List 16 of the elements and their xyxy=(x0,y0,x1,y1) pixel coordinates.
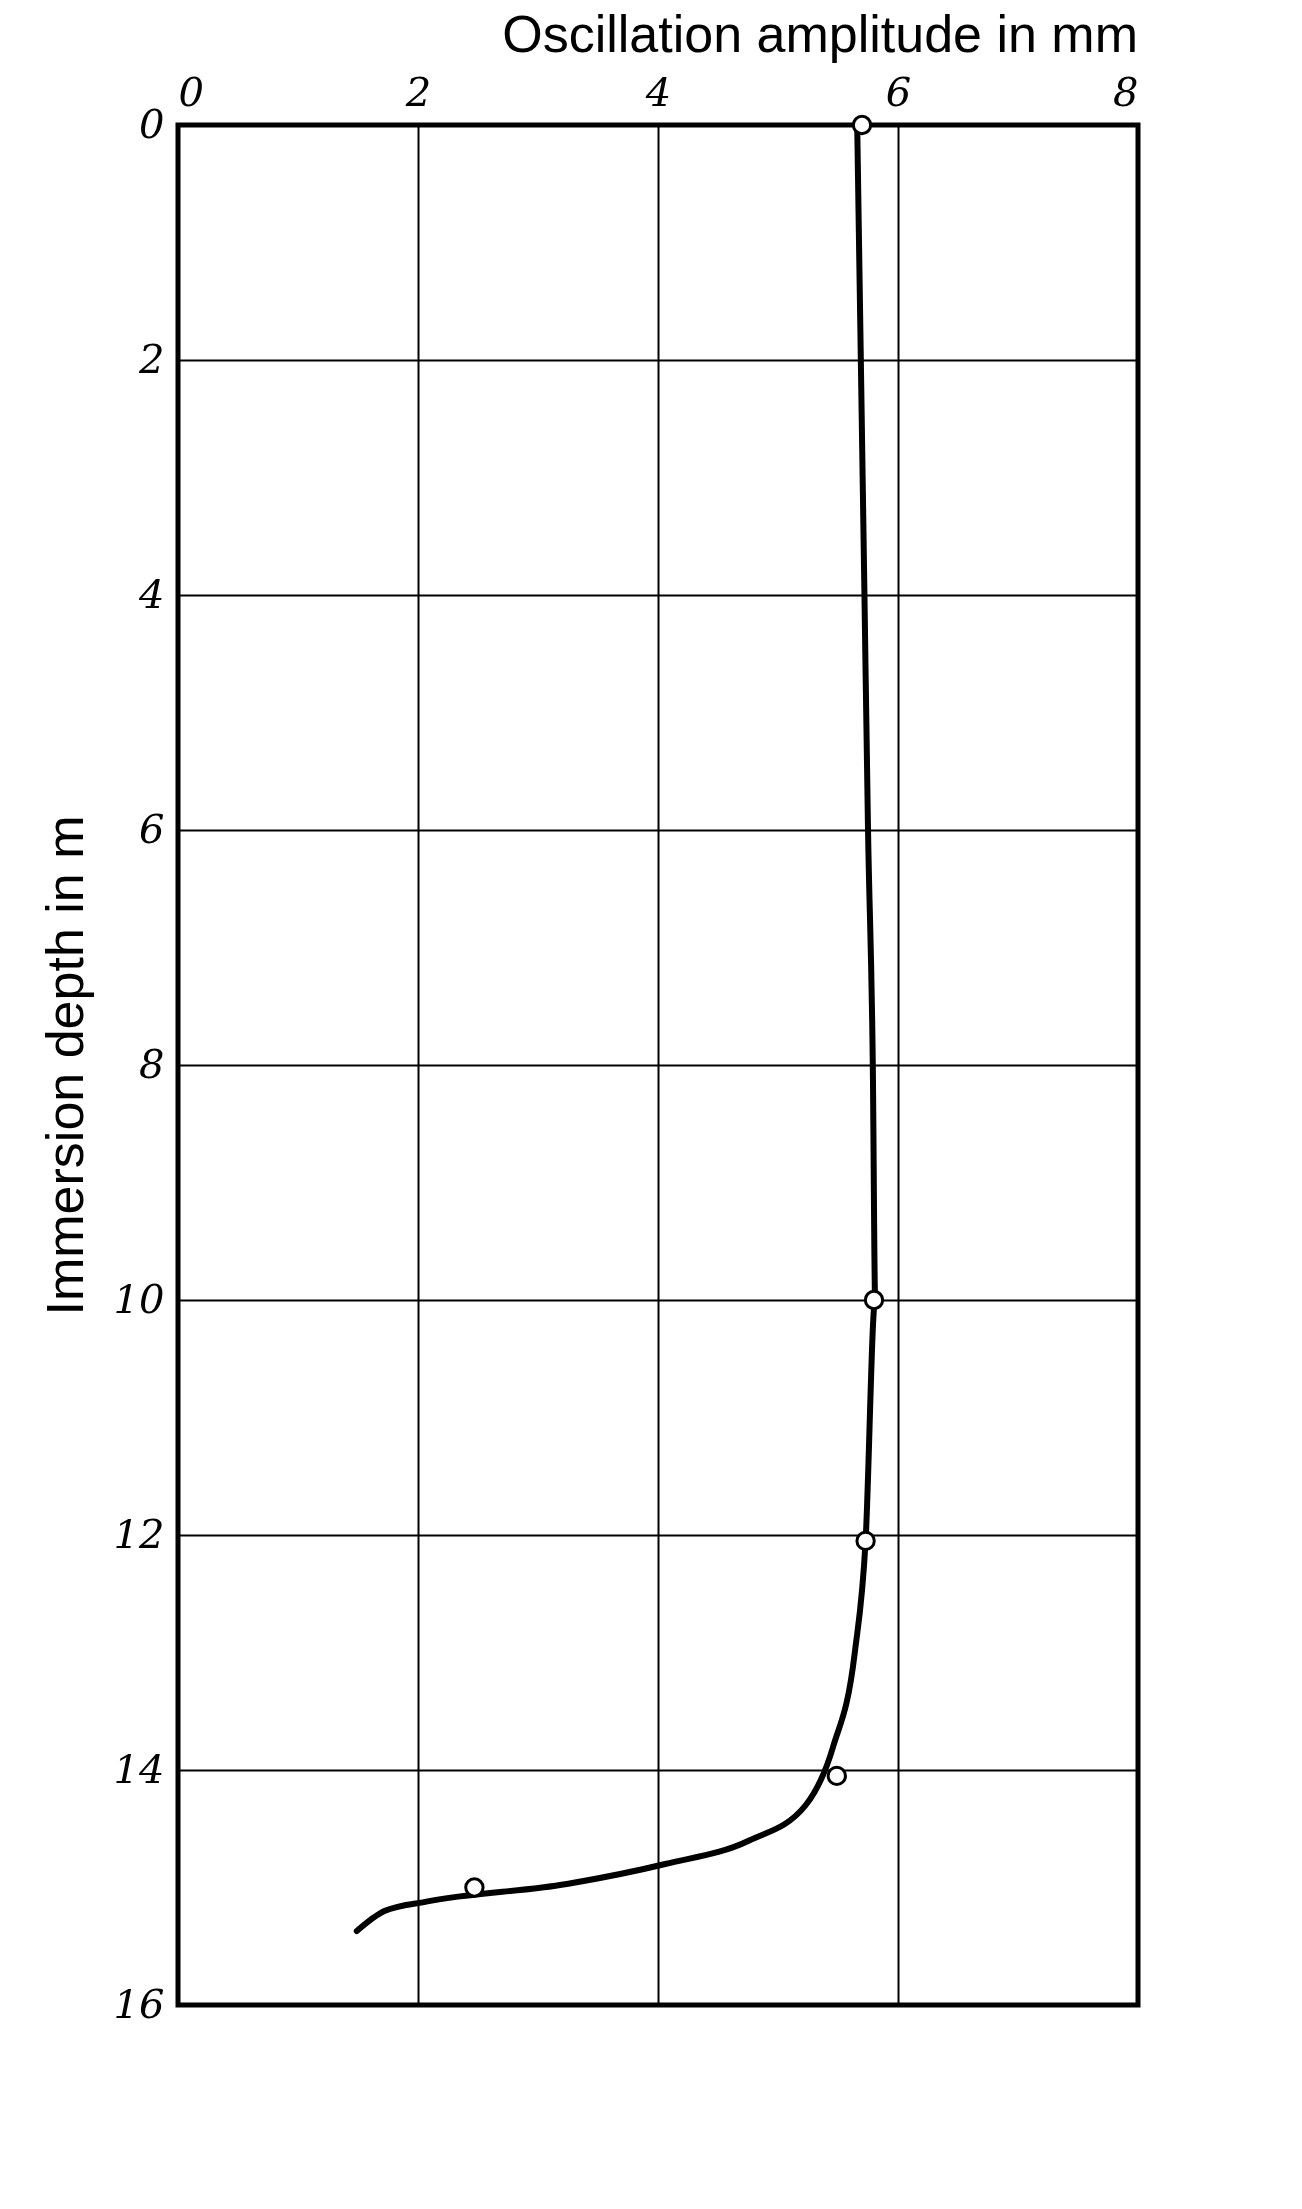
y-tick-label: 16 xyxy=(113,1980,165,2027)
y-axis-title: Immersion depth in m xyxy=(35,815,94,1316)
x-tick-label: 4 xyxy=(644,68,672,115)
y-tick-label: 8 xyxy=(139,1040,165,1087)
y-tick-label: 10 xyxy=(113,1275,165,1322)
y-tick-label: 0 xyxy=(139,100,165,147)
chart-title: Oscillation amplitude in mm xyxy=(502,5,1138,63)
y-tick-label: 6 xyxy=(139,805,165,852)
y-tick-label: 2 xyxy=(138,335,165,382)
x-tick-label: 8 xyxy=(1113,68,1139,115)
y-tick-label: 4 xyxy=(138,570,165,617)
x-tick-label: 2 xyxy=(404,68,432,115)
y-tick-label: 12 xyxy=(113,1510,165,1557)
y-tick-label: 14 xyxy=(113,1745,165,1792)
x-tick-label: 6 xyxy=(885,68,912,115)
x-tick-label: 0 xyxy=(178,68,204,115)
